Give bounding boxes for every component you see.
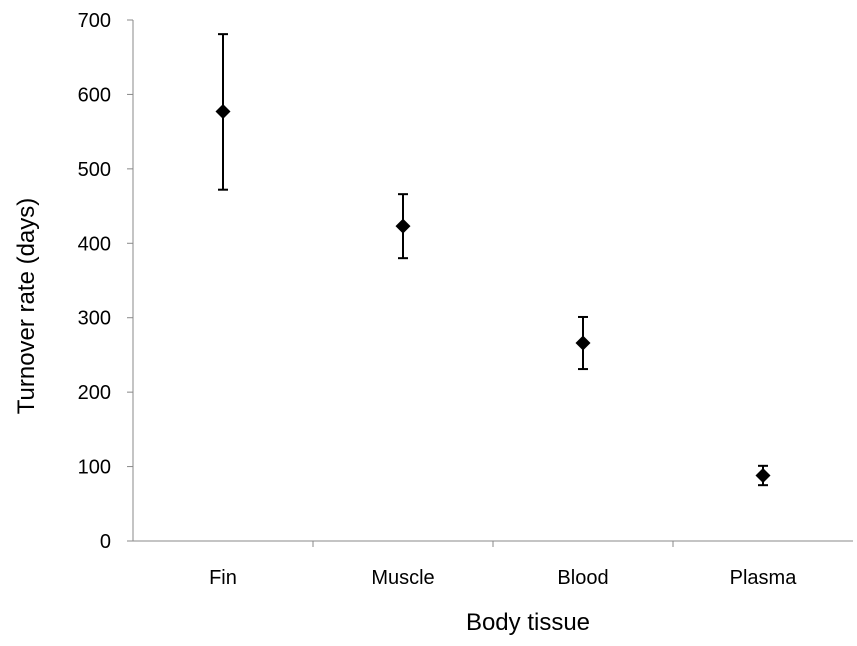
- x-tick-label: Muscle: [371, 567, 434, 589]
- data-point-diamond: [395, 218, 411, 234]
- y-tick-label: 500: [78, 159, 111, 181]
- y-tick-label: 700: [78, 10, 111, 32]
- data-point-diamond: [215, 104, 231, 120]
- y-tick-label: 200: [78, 382, 111, 404]
- x-axis-title: Body tissue: [466, 609, 590, 636]
- y-tick-label: 600: [78, 84, 111, 106]
- x-tick-label: Blood: [557, 567, 608, 589]
- data-point-diamond: [575, 335, 591, 351]
- data-point-diamond: [755, 468, 771, 484]
- x-tick-label: Plasma: [730, 567, 798, 589]
- y-axis-title: Turnover rate (days): [13, 198, 40, 415]
- x-tick-label: Fin: [209, 567, 237, 589]
- y-tick-label: 300: [78, 308, 111, 330]
- y-tick-label: 0: [100, 531, 111, 553]
- y-tick-label: 400: [78, 233, 111, 255]
- y-tick-label: 100: [78, 457, 111, 479]
